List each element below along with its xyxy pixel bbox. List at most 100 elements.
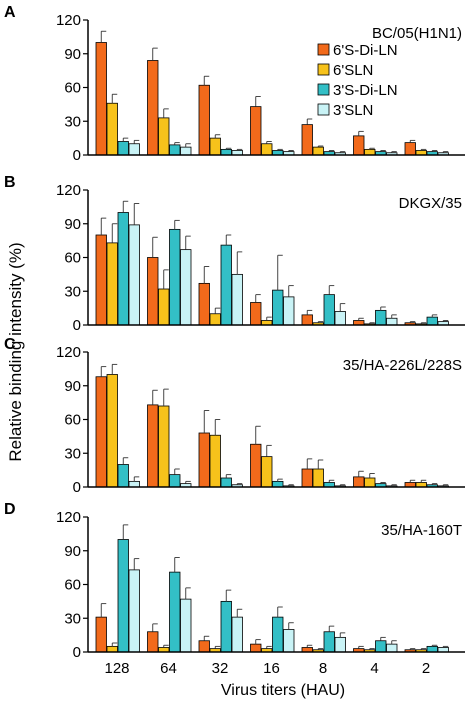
bar bbox=[334, 311, 346, 326]
bar bbox=[272, 616, 284, 653]
y-tick-label: 0 bbox=[73, 317, 81, 334]
bar bbox=[231, 273, 243, 326]
panel-C: C 35/HA-226L/228S 0 30 60 90 120 bbox=[4, 336, 465, 496]
panel-letter: A bbox=[4, 4, 16, 21]
bar bbox=[117, 212, 129, 326]
bar bbox=[128, 143, 140, 156]
panels: A BC/05(H1N1) 0 30 60 90 120 6'S-Di-LN 6'SLN 3'S-… bbox=[4, 4, 465, 677]
bar bbox=[198, 432, 210, 488]
x-tick-label: 32 bbox=[212, 660, 229, 677]
bar bbox=[312, 146, 324, 156]
bar bbox=[106, 645, 118, 653]
bar bbox=[312, 468, 324, 488]
bar bbox=[334, 636, 346, 653]
bar bbox=[426, 316, 438, 326]
bar bbox=[364, 148, 376, 156]
x-axis-label: Virus titers (HAU) bbox=[221, 682, 345, 699]
bar bbox=[220, 600, 232, 653]
bar bbox=[180, 598, 192, 653]
bar bbox=[147, 631, 159, 653]
bar bbox=[198, 282, 210, 326]
bar bbox=[272, 289, 284, 326]
bar bbox=[375, 309, 387, 326]
x-tick-label: 2 bbox=[422, 660, 430, 677]
legend-label: 3'S-Di-LN bbox=[333, 82, 398, 99]
y-axis-label: Relative binding intensity (%) bbox=[6, 242, 25, 461]
bar bbox=[180, 146, 192, 156]
y-tick-label: 90 bbox=[64, 543, 81, 560]
x-tick-label: 16 bbox=[263, 660, 280, 677]
bar bbox=[261, 143, 273, 156]
bar bbox=[386, 643, 398, 653]
bar bbox=[283, 629, 295, 653]
bar bbox=[117, 539, 129, 653]
bar bbox=[209, 434, 221, 488]
bar bbox=[375, 640, 387, 653]
panel-letter: B bbox=[4, 174, 16, 191]
bar bbox=[220, 148, 232, 156]
panel-title: DKGX/35 bbox=[399, 195, 462, 212]
bar bbox=[261, 456, 273, 488]
bar bbox=[147, 257, 159, 326]
bar bbox=[250, 302, 262, 326]
bar bbox=[106, 242, 118, 326]
bar bbox=[250, 106, 262, 156]
bar bbox=[158, 288, 170, 326]
bar bbox=[117, 141, 129, 156]
bar bbox=[220, 244, 232, 326]
bar bbox=[128, 480, 140, 488]
bar bbox=[147, 404, 159, 488]
bar bbox=[106, 374, 118, 488]
bar bbox=[404, 142, 416, 156]
bar bbox=[250, 443, 262, 488]
y-tick-label: 120 bbox=[56, 509, 81, 526]
legend-label: 3'SLN bbox=[333, 102, 373, 119]
panel-letter: C bbox=[4, 336, 16, 353]
bar bbox=[128, 569, 140, 653]
y-tick-label: 90 bbox=[64, 46, 81, 63]
legend-label: 6'SLN bbox=[333, 62, 373, 79]
bar bbox=[209, 313, 221, 326]
bar bbox=[231, 616, 243, 653]
bar bbox=[158, 405, 170, 488]
y-tick-label: 30 bbox=[64, 445, 81, 462]
bar bbox=[323, 294, 335, 326]
y-tick-label: 120 bbox=[56, 182, 81, 199]
y-tick-label: 120 bbox=[56, 344, 81, 361]
bar bbox=[169, 228, 181, 326]
bar bbox=[198, 84, 210, 156]
y-tick-label: 30 bbox=[64, 610, 81, 627]
panel-B: B DKGX/35 0 30 60 90 120 bbox=[4, 174, 465, 334]
x-tick-label: 64 bbox=[160, 660, 177, 677]
bar bbox=[250, 643, 262, 653]
y-tick-label: 120 bbox=[56, 12, 81, 29]
y-tick-label: 90 bbox=[64, 216, 81, 233]
bar bbox=[272, 480, 284, 488]
bar bbox=[353, 476, 365, 488]
y-tick-label: 0 bbox=[73, 479, 81, 496]
bar bbox=[169, 474, 181, 488]
bar bbox=[364, 477, 376, 488]
panel-letter: D bbox=[4, 501, 16, 518]
panel-title: 35/HA-160T bbox=[381, 522, 462, 539]
legend-label: 6'S-Di-LN bbox=[333, 42, 398, 59]
bar bbox=[147, 60, 159, 156]
y-tick-label: 0 bbox=[73, 644, 81, 661]
bar bbox=[209, 137, 221, 156]
y-tick-label: 60 bbox=[64, 577, 81, 594]
panel-title: BC/05(H1N1) bbox=[372, 25, 462, 42]
x-tick-label: 128 bbox=[104, 660, 129, 677]
legend-swatch bbox=[317, 103, 330, 116]
y-tick-label: 0 bbox=[73, 147, 81, 164]
bar bbox=[198, 640, 210, 653]
y-tick-label: 90 bbox=[64, 378, 81, 395]
bar bbox=[95, 42, 107, 156]
y-tick-label: 30 bbox=[64, 113, 81, 130]
panel-A: A BC/05(H1N1) 0 30 60 90 120 6'S-Di-LN 6'SLN 3'S-… bbox=[4, 4, 465, 164]
bar bbox=[386, 317, 398, 326]
bar bbox=[95, 234, 107, 326]
bar bbox=[301, 314, 313, 326]
bar bbox=[95, 376, 107, 488]
y-tick-label: 60 bbox=[64, 80, 81, 97]
y-tick-label: 60 bbox=[64, 250, 81, 267]
